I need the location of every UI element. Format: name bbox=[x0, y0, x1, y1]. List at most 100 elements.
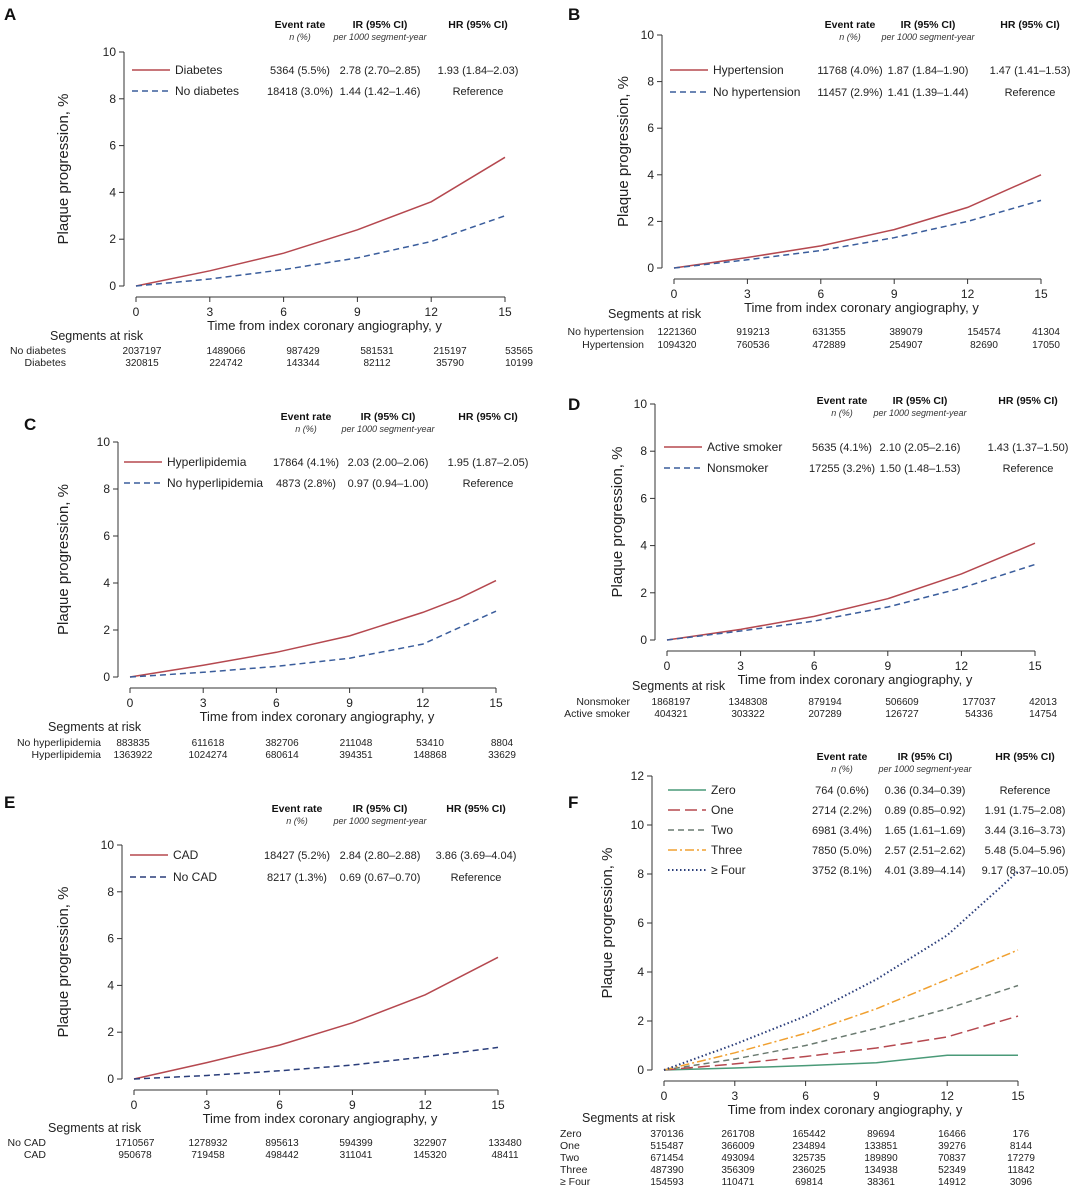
legend-label: Hypertension bbox=[713, 63, 784, 77]
y-axis-label: Plaque progression, % bbox=[55, 94, 72, 245]
header-ir-sub: per 1000 segment-year bbox=[877, 764, 972, 774]
risk-value: 33629 bbox=[488, 750, 516, 761]
x-tick-label: 0 bbox=[127, 696, 134, 710]
risk-value: 234894 bbox=[792, 1141, 826, 1152]
y-tick-label: 8 bbox=[640, 444, 647, 458]
header-ir: IR (95% CI) bbox=[893, 395, 948, 407]
risk-value: 611618 bbox=[192, 738, 225, 749]
risk-value: 82112 bbox=[363, 358, 391, 369]
hr-value: 5.48 (5.04–5.96) bbox=[985, 845, 1066, 857]
series-line-no-hyperlipidemia bbox=[129, 610, 497, 678]
x-tick-label: 0 bbox=[131, 1098, 138, 1112]
risk-value: 919213 bbox=[736, 327, 770, 338]
risk-value: 2037197 bbox=[123, 346, 162, 357]
legend-label: Active smoker bbox=[707, 440, 782, 454]
risk-value: 154593 bbox=[650, 1177, 684, 1188]
risk-row-label: Two bbox=[560, 1152, 579, 1164]
series-line-active-smoker bbox=[666, 542, 1036, 641]
ir-value: 1.41 (1.39–1.44) bbox=[888, 87, 969, 99]
risk-value: 394351 bbox=[339, 750, 373, 761]
risk-value: 53565 bbox=[505, 346, 533, 357]
y-tick-label: 0 bbox=[647, 261, 654, 275]
panel-d: D 0 2 4 6 8 10 0 3 6 9 12 15 Plaque progression, % Tim… bbox=[564, 395, 1068, 720]
y-tick-label: 2 bbox=[637, 1014, 644, 1028]
risk-value: 42013 bbox=[1029, 697, 1057, 708]
risk-value: 1221360 bbox=[658, 327, 697, 338]
x-axis-label: Time from index coronary angiography, y bbox=[738, 672, 973, 687]
risk-value: 3096 bbox=[1010, 1177, 1033, 1188]
y-tick-label: 12 bbox=[631, 769, 645, 783]
x-tick-label: 15 bbox=[489, 696, 503, 710]
panel-a: A 0 2 4 6 8 10 0 3 6 9 12 15 Plaque progression, % Tim… bbox=[4, 5, 533, 369]
x-tick-label: 15 bbox=[1034, 287, 1048, 301]
header-hr: HR (95% CI) bbox=[448, 19, 508, 31]
panel-f: F 0 2 4 6 8 10 12 0 3 6 9 12 15 Plaque progression, % T… bbox=[560, 751, 1068, 1188]
risk-value: 320815 bbox=[125, 358, 159, 369]
y-tick-label: 4 bbox=[109, 185, 116, 199]
hr-value: 1.93 (1.84–2.03) bbox=[438, 65, 519, 77]
risk-value: 89694 bbox=[867, 1129, 895, 1140]
y-tick-label: 4 bbox=[107, 978, 114, 992]
x-tick-label: 9 bbox=[354, 305, 361, 319]
header-event-sub: n (%) bbox=[286, 816, 308, 826]
risk-value: 224742 bbox=[209, 358, 243, 369]
header-ir: IR (95% CI) bbox=[353, 19, 408, 31]
x-axis-label: Time from index coronary angiography, y bbox=[728, 1102, 963, 1117]
panel-e: E 0 2 4 6 8 10 0 3 6 9 12 15 Plaque progression, % Tim… bbox=[4, 793, 522, 1161]
y-tick-label: 10 bbox=[631, 818, 645, 832]
risk-value: 895613 bbox=[265, 1138, 299, 1149]
risk-value: 148868 bbox=[413, 750, 447, 761]
y-tick-label: 2 bbox=[109, 232, 116, 246]
header-event-rate: Event rate bbox=[825, 19, 876, 31]
risk-value: 1710567 bbox=[116, 1138, 155, 1149]
x-tick-label: 15 bbox=[1028, 659, 1042, 673]
header-hr: HR (95% CI) bbox=[998, 395, 1058, 407]
header-event-sub: n (%) bbox=[289, 32, 311, 42]
y-tick-label: 2 bbox=[647, 214, 654, 228]
y-tick-label: 4 bbox=[103, 576, 110, 590]
header-hr: HR (95% CI) bbox=[458, 411, 518, 423]
event-rate-value: 4873 (2.8%) bbox=[276, 478, 336, 490]
hr-value: Reference bbox=[451, 872, 502, 884]
y-tick-label: 6 bbox=[637, 916, 644, 930]
risk-value: 498442 bbox=[265, 1150, 299, 1161]
risk-value: 1278932 bbox=[189, 1138, 228, 1149]
x-tick-label: 12 bbox=[955, 659, 969, 673]
series-line-one bbox=[663, 1015, 1019, 1071]
header-event-sub: n (%) bbox=[839, 32, 861, 42]
event-rate-value: 11457 (2.9%) bbox=[817, 87, 882, 99]
risk-row-label: No hyperlipidemia bbox=[17, 737, 101, 749]
panel-letter: D bbox=[568, 395, 580, 414]
x-tick-label: 6 bbox=[817, 287, 824, 301]
event-rate-value: 5364 (5.5%) bbox=[270, 65, 330, 77]
header-event-sub: n (%) bbox=[831, 764, 853, 774]
risk-value: 303322 bbox=[731, 709, 765, 720]
risk-value: 311041 bbox=[340, 1150, 373, 1161]
x-axis-label: Time from index coronary angiography, y bbox=[200, 709, 435, 724]
risk-value: 11842 bbox=[1007, 1165, 1035, 1176]
header-hr: HR (95% CI) bbox=[1000, 19, 1060, 31]
risk-value: 17050 bbox=[1032, 340, 1060, 351]
y-tick-label: 8 bbox=[647, 75, 654, 89]
x-tick-label: 6 bbox=[811, 659, 818, 673]
y-tick-label: 10 bbox=[634, 397, 648, 411]
y-axis-label: Plaque progression, % bbox=[615, 76, 632, 227]
risk-row-label: Nonsmoker bbox=[576, 696, 630, 708]
ir-value: 0.69 (0.67–0.70) bbox=[340, 872, 421, 884]
risk-value: 594399 bbox=[339, 1138, 373, 1149]
hr-value: Reference bbox=[1003, 463, 1054, 475]
panel-b: B 0 2 4 6 8 10 0 3 6 9 12 15 Plaque progression, % Tim… bbox=[568, 5, 1071, 351]
risk-value: 879194 bbox=[808, 697, 842, 708]
risk-value: 322907 bbox=[413, 1138, 447, 1149]
header-ir-sub: per 1000 segment-year bbox=[332, 816, 427, 826]
header-ir-sub: per 1000 segment-year bbox=[340, 424, 435, 434]
legend-label: Zero bbox=[711, 783, 736, 797]
x-tick-label: 3 bbox=[200, 696, 207, 710]
header-ir-sub: per 1000 segment-year bbox=[880, 32, 975, 42]
x-tick-label: 15 bbox=[491, 1098, 505, 1112]
risk-value: 14754 bbox=[1029, 709, 1057, 720]
hr-value: Reference bbox=[1000, 785, 1051, 797]
series-line-four bbox=[663, 870, 1019, 1071]
hr-value: 9.17 (8.37–10.05) bbox=[982, 865, 1069, 877]
risk-row-label: ≥ Four bbox=[560, 1176, 591, 1188]
